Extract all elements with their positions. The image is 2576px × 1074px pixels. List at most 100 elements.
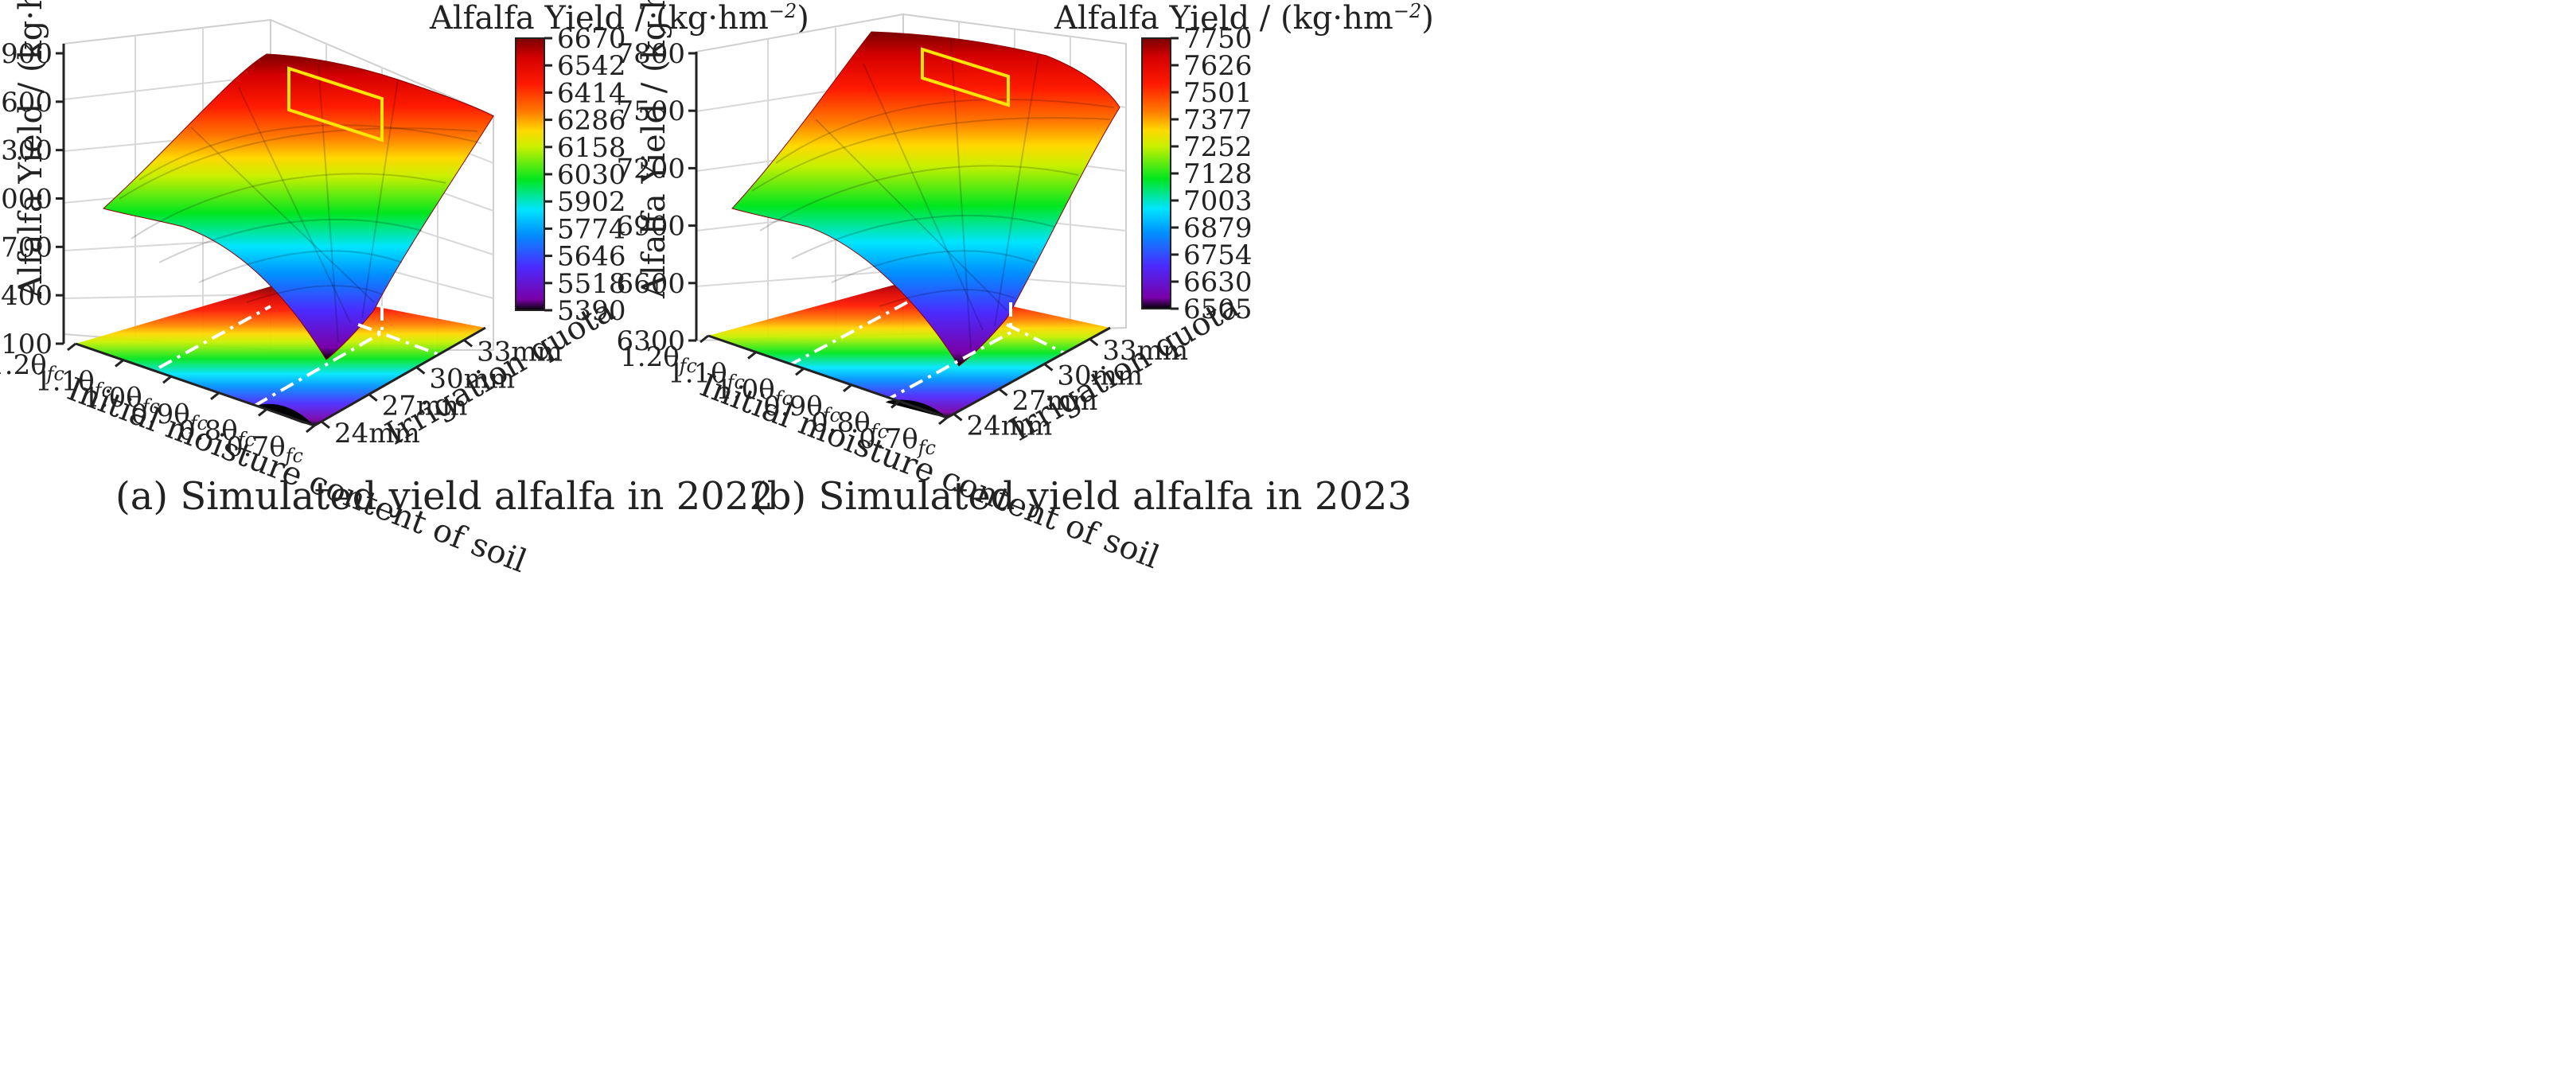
z-axis-title-b: Alfalfa Yield / (kg·hm−2) bbox=[636, 0, 672, 299]
z-tick-label: 5100 bbox=[0, 329, 53, 360]
z-tick-label: 5700 bbox=[0, 232, 53, 263]
y-tick-mark bbox=[1089, 337, 1099, 347]
floor-contour bbox=[76, 286, 485, 426]
y-axis-b bbox=[946, 326, 1111, 419]
colorbar-tick-label: 6286 bbox=[557, 105, 626, 137]
x-tick-mark bbox=[747, 351, 757, 360]
x-tick-label: 0.9θfc bbox=[763, 391, 840, 426]
colorbar-tick-label: 7626 bbox=[1183, 50, 1253, 82]
colorbar-tick-label: 7377 bbox=[1183, 104, 1253, 136]
surface-mesh-a bbox=[119, 63, 482, 343]
x-axis-b bbox=[707, 334, 948, 419]
x-tick-mark bbox=[700, 334, 709, 344]
surface-b bbox=[731, 31, 1120, 367]
y-tick-mark bbox=[998, 387, 1008, 397]
x-tick-label: 0.8θfc bbox=[811, 407, 888, 442]
y-tick-label: 27mm bbox=[382, 391, 468, 422]
x-tick-mark bbox=[306, 424, 315, 434]
x-tick-label: 1.2θfc bbox=[620, 341, 697, 377]
colorbar-tick-label: 6670 bbox=[557, 23, 626, 55]
colorbar-tick-label: 5902 bbox=[557, 186, 626, 218]
z-tick-label: 6000 bbox=[0, 184, 53, 216]
colorbar-title-b: Alfalfa Yield / (kg·hm−2) bbox=[1054, 0, 1434, 37]
z-tick-label: 6300 bbox=[616, 325, 685, 357]
x-tick-label: 1.0θfc bbox=[715, 374, 793, 410]
x-tick-mark bbox=[162, 376, 172, 384]
x-tick-mark bbox=[258, 408, 267, 417]
colorbar-tick-label: 7252 bbox=[1183, 131, 1253, 163]
y-tick-mark bbox=[415, 366, 426, 375]
colorbar-title-a: Alfalfa Yield / (kg·hm−2) bbox=[429, 0, 809, 37]
guide-lines-b bbox=[787, 301, 1067, 403]
z-ticks-a: 5100 5400 5700 6000 6300 6600 6900 bbox=[0, 38, 64, 360]
x-tick-mark bbox=[843, 383, 852, 392]
colorbar-b bbox=[1141, 37, 1171, 309]
z-tick-label: 5400 bbox=[0, 280, 53, 312]
z-axis-title-a: Alfalfa Yield / (kg·hm−2) bbox=[13, 0, 49, 299]
caption-a: (a) Simulated yield alfalfa in 2022 bbox=[115, 474, 774, 519]
colorbar-tick-label: 5646 bbox=[557, 241, 626, 273]
panel-a: 5100540057006000630066006900 1.2θfc1.1θf… bbox=[0, 0, 809, 580]
colorbar-tick-label: 7003 bbox=[1183, 185, 1253, 217]
colorbar-tick-label: 5390 bbox=[557, 295, 626, 327]
y-tick-label: 30mm bbox=[429, 364, 515, 395]
z-tick-label: 6600 bbox=[0, 87, 53, 119]
x-tick-mark bbox=[938, 416, 948, 426]
y-tick-label: 27mm bbox=[1011, 385, 1097, 417]
z-tick-label: 7200 bbox=[616, 153, 685, 185]
y-tick-mark bbox=[368, 393, 378, 402]
colorbar-tick-label: 6630 bbox=[1183, 267, 1253, 298]
x-tick-mark bbox=[890, 400, 900, 409]
y-tick-label: 33mm bbox=[1102, 335, 1188, 367]
x-tick-label: 1.1θfc bbox=[668, 358, 745, 394]
colorbar-tick-label: 5774 bbox=[557, 213, 626, 245]
surface-a bbox=[103, 53, 494, 360]
optimal-region-a bbox=[287, 66, 384, 142]
x-tick-mark bbox=[795, 368, 805, 376]
colorbar-tick-label: 6505 bbox=[1183, 294, 1253, 325]
colorbar-tick-label: 7128 bbox=[1183, 158, 1253, 190]
x-tick-mark bbox=[67, 342, 76, 352]
x-tick-label: 0.7θfc bbox=[859, 423, 936, 459]
y-tick-label: 33mm bbox=[477, 336, 563, 368]
x-tick-mark bbox=[210, 391, 220, 400]
colorbar-tick-label: 5518 bbox=[557, 268, 626, 300]
colorbar-tick-label: 6030 bbox=[557, 159, 626, 191]
x-axis-a bbox=[75, 342, 315, 427]
colorbar-ticks-a: 5390551856465774590260306158628664146542… bbox=[544, 23, 626, 327]
optimal-region-b bbox=[921, 47, 1010, 107]
z-tick-label: 6900 bbox=[616, 211, 685, 243]
z-tick-label: 6300 bbox=[0, 135, 53, 167]
x-tick-label: 0.9θfc bbox=[131, 399, 208, 434]
z-tick-label: 6600 bbox=[616, 268, 685, 300]
colorbar-ticks-b: 6505663067546879700371287252737775017626… bbox=[1171, 23, 1253, 325]
y-tick-mark bbox=[463, 339, 474, 348]
y-tick-label: 24mm bbox=[967, 410, 1053, 442]
x-tick-label: 1.1θfc bbox=[35, 366, 112, 402]
colorbar-tick-label: 6542 bbox=[557, 50, 626, 82]
colorbar-tick-label: 6414 bbox=[557, 77, 626, 109]
x-tick-label: 0.7θfc bbox=[226, 431, 303, 467]
colorbar-tick-label: 6879 bbox=[1183, 212, 1253, 244]
y-tick-label: 24mm bbox=[334, 418, 420, 449]
x-tick-label: 0.8θfc bbox=[178, 414, 255, 450]
z-tick-label: 7500 bbox=[616, 95, 685, 127]
y-tick-mark bbox=[953, 413, 963, 422]
y-axis-a bbox=[314, 326, 486, 427]
caption-b: (b) Simulated yield alfalfa in 2023 bbox=[752, 474, 1412, 519]
colorbar-tick-label: 6158 bbox=[557, 132, 626, 164]
z-tick-label: 6900 bbox=[0, 38, 53, 70]
guide-lines-a bbox=[158, 305, 438, 407]
y-tick-label: 30mm bbox=[1057, 360, 1143, 392]
x-tick-label: 1.0θfc bbox=[83, 382, 160, 418]
z-tick-label: 7800 bbox=[616, 38, 685, 70]
colorbar-tick-label: 6754 bbox=[1183, 239, 1253, 271]
x-tick-mark bbox=[115, 359, 124, 368]
x-tick-label: 1.2θfc bbox=[0, 349, 64, 385]
colorbar-tick-label: 7501 bbox=[1183, 77, 1253, 109]
